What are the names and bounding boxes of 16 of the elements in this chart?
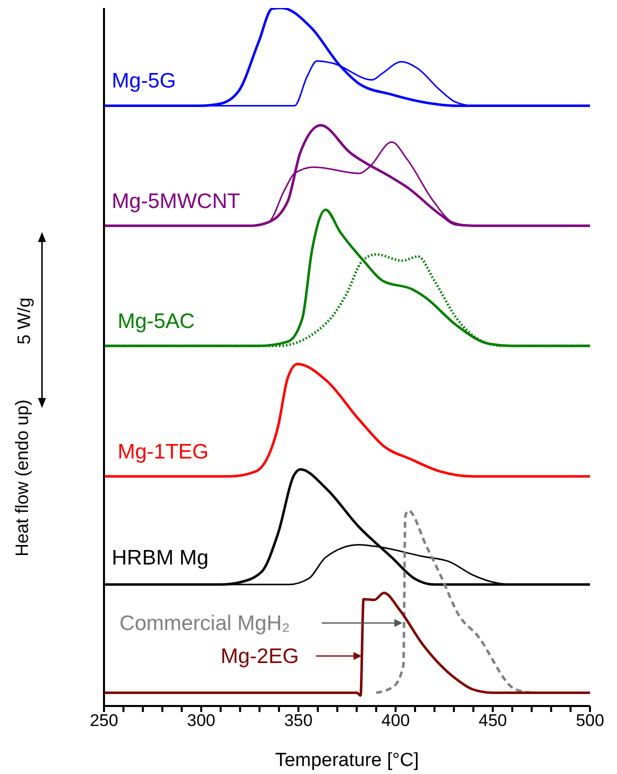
y-axis-title: Heat flow (endo up) bbox=[12, 399, 32, 557]
x-tick-label: 300 bbox=[187, 711, 216, 730]
x-tick-label: 450 bbox=[478, 711, 507, 730]
series-label: Mg-5AC bbox=[118, 310, 195, 333]
series-label: Mg-1TEG bbox=[118, 440, 209, 464]
x-axis-title: Temperature [°C] bbox=[275, 750, 419, 771]
x-tick-label: 500 bbox=[576, 711, 604, 730]
text: Commercial MgH₂ bbox=[120, 612, 290, 635]
x-tick-label: 400 bbox=[381, 711, 410, 730]
series-label: HRBM Mg bbox=[112, 546, 209, 570]
x-tick-label: 250 bbox=[90, 711, 118, 730]
series-label: Mg-5G bbox=[112, 70, 176, 93]
x-tick-label: 350 bbox=[284, 711, 313, 730]
series-label: Mg-5MWCNT bbox=[112, 190, 240, 213]
legend-label: Mg-2EG bbox=[220, 645, 299, 668]
text: 5 W/g bbox=[14, 297, 34, 345]
